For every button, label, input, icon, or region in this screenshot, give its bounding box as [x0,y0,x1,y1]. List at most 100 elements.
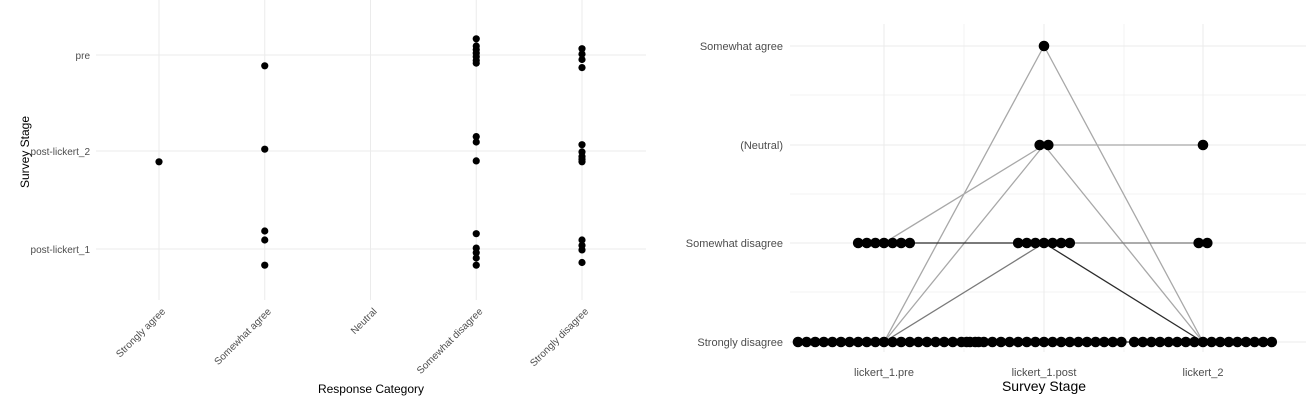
right-data-point [1034,139,1045,151]
right-data-point [961,336,972,348]
right-data-point [1038,237,1050,249]
right-data-point [1137,336,1149,348]
right-data-point [904,237,916,249]
right-data-point [1090,336,1101,348]
right-data-point [1064,237,1076,249]
left-data-point [261,227,269,235]
right-data-point [921,336,933,348]
right-data-point [904,336,916,348]
left-y-tick-label: post-lickert_2 [31,147,91,158]
right-data-point [801,336,812,348]
right-data-point [1012,336,1024,348]
left-data-point [472,230,480,238]
right-y-tick-label: Strongly disagree [697,337,783,349]
right-data-point [1064,336,1076,348]
right-data-point [1004,336,1015,348]
right-data-point [1021,336,1033,348]
right-data-point [1038,40,1050,52]
right-data-point [1030,237,1041,249]
right-x-tick-label: lickert_1.post [1012,367,1077,379]
right-data-point [1257,336,1269,348]
right-data-point [913,336,924,348]
right-data-point [878,336,890,348]
left-y-tick-label: pre [76,51,91,62]
left-x-tick-label: Somewhat disagree [415,306,486,377]
right-data-point [878,237,890,249]
right-data-point [1038,336,1050,348]
right-data-point [844,336,855,348]
right-data-point [895,237,907,249]
left-data-point [472,59,480,67]
right-transition-line [1043,45,1204,343]
right-data-point [1128,336,1140,348]
right-data-point [1223,336,1235,348]
right-data-point [1055,237,1067,249]
right-data-point [1021,237,1033,249]
left-data-point [261,145,269,153]
right-data-point [1098,336,1110,348]
right-y-tick-label: Somewhat agree [700,41,783,53]
right-data-point [870,336,881,348]
left-data-point [472,35,480,43]
right-data-point [792,336,804,348]
right-data-point [1202,237,1213,249]
right-data-point [1266,336,1278,348]
left-y-tick-label: post-lickert_1 [31,245,91,256]
right-data-point [938,336,950,348]
left-data-point [578,258,586,267]
left-scatter-chart: post-lickert_1 post-lickert_2 pre Strongly … [18,0,646,396]
left-data-point [261,62,269,70]
right-data-point [852,336,864,348]
right-data-point [1030,336,1041,348]
left-data-point [472,261,480,269]
left-data-point [472,254,480,262]
right-data-point [1214,336,1226,348]
left-data-point [578,141,586,149]
right-data-point [978,336,990,348]
left-y-axis-title: Survey Stage [18,116,32,188]
right-data-point [995,336,1007,348]
right-data-point [818,336,830,348]
right-data-point [1081,336,1093,348]
left-data-point [578,45,586,53]
left-data-point [472,138,480,146]
right-data-point [1189,336,1200,348]
right-data-point [930,336,941,348]
right-data-point [1163,336,1174,348]
left-data-point [472,133,480,141]
right-data-point [987,336,998,348]
right-data-point [1055,336,1067,348]
left-x-tick-label: Somewhat agree [213,306,275,368]
right-data-point [1047,336,1058,348]
right-x-axis-title: Survey Stage [1002,378,1086,394]
right-y-tick-label: (Neutral) [740,140,783,152]
right-x-tick-label: lickert_1.pre [854,367,914,379]
right-data-point [1012,237,1024,249]
right-data-point [1107,336,1119,348]
right-data-point [852,237,864,249]
right-data-point [1232,336,1243,348]
right-data-point [1146,336,1157,348]
left-x-tick-label: Strongly agree [114,306,168,360]
right-data-point [1249,336,1260,348]
right-data-point [1197,336,1209,348]
right-data-point [827,336,838,348]
right-data-point [870,237,881,249]
right-data-point [861,237,873,249]
right-data-point [1206,336,1217,348]
right-transition-line [883,242,1045,343]
left-data-point [155,158,163,166]
right-y-tick-label: Somewhat disagree [686,238,783,250]
right-transition-line [1043,242,1204,343]
left-x-axis-title: Response Category [318,382,424,396]
right-data-point [1180,336,1192,348]
right-data-point [969,336,981,348]
left-data-point [472,249,480,257]
left-data-point [578,55,586,64]
left-x-tick-label: Neutral [349,306,380,337]
left-data-point [578,64,586,72]
right-data-point [887,237,898,249]
right-data-point [1043,139,1054,151]
left-x-tick-label: Strongly disagree [528,306,591,369]
